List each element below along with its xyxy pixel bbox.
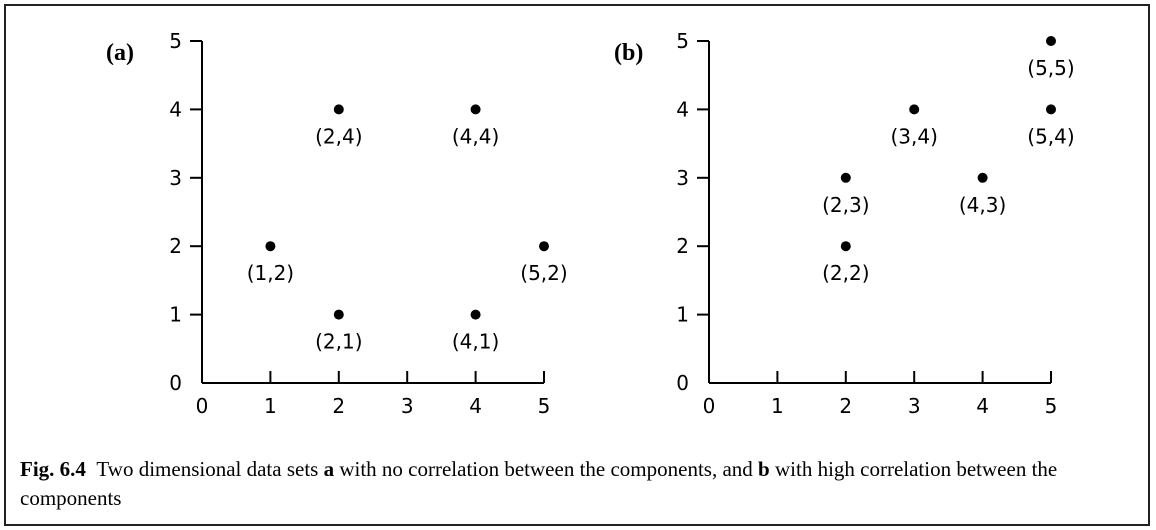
figure-caption: Fig. 6.4 Two dimensional data sets a wit…: [20, 455, 1146, 513]
panel-tag: (a): [106, 40, 134, 66]
data-point-label: (4,4): [452, 124, 499, 148]
x-tick-label: 4: [976, 394, 989, 418]
data-point: [333, 309, 344, 320]
x-tick-label: 5: [1045, 394, 1058, 418]
scatter-plot-b: (b) 0 1 2 3 4 5 0 1 2 3 4 5 (2,2) (2,3) (3,4) (4,3) (5,4)…: [614, 29, 1075, 418]
x-tick-label: 4: [469, 394, 482, 418]
data-point: [1046, 104, 1056, 115]
data-point-label: (5,2): [520, 261, 567, 285]
data-point-label: (5,4): [1027, 124, 1074, 148]
x-tick-label: 0: [703, 394, 716, 418]
caption-text-2: with no correlation between the componen…: [339, 457, 753, 481]
y-tick-label: 4: [676, 97, 689, 121]
x-tick-label: 1: [771, 394, 784, 418]
data-point-label: (3,4): [890, 124, 937, 148]
y-tick-label: 0: [676, 371, 689, 395]
x-tick-label: 5: [538, 394, 551, 418]
data-point: [840, 172, 851, 183]
y-tick-label: 3: [676, 166, 689, 190]
y-tick-label: 2: [676, 234, 689, 258]
figure-number: Fig. 6.4: [20, 457, 86, 481]
y-tick-label: 5: [676, 29, 689, 53]
scatter-plot-a: (a) 0 1 2 3 4 5 0 1 2 3 4 5 (1,2) (2,4) (2,1) (4,4) (4,1)…: [106, 29, 568, 418]
data-point: [470, 104, 481, 115]
x-tick-label: 3: [401, 394, 414, 418]
y-tick-label: 3: [169, 166, 182, 190]
data-point: [1046, 36, 1056, 46]
caption-text-1: Two dimensional data sets: [96, 457, 319, 481]
panel-tag: (b): [614, 40, 643, 66]
data-point: [333, 104, 344, 115]
x-tick-label: 2: [839, 394, 852, 418]
caption-text-3: with high correlation between the compon…: [20, 457, 1058, 510]
data-point-label: (2,3): [822, 193, 869, 217]
data-point: [909, 104, 920, 115]
data-point: [470, 309, 481, 320]
caption-bold-b: b: [758, 457, 770, 481]
data-point: [840, 241, 851, 252]
x-tick-label: 0: [196, 394, 209, 418]
data-point-label: (4,1): [452, 330, 499, 354]
data-point-label: (2,1): [315, 330, 362, 354]
y-tick-label: 4: [169, 97, 182, 121]
data-point: [539, 241, 549, 252]
figure-frame: (a) 0 1 2 3 4 5 0 1 2 3 4 5 (1,2) (2,4) (2,1) (4,4) (4,1)…: [4, 4, 1150, 526]
y-tick-label: 5: [169, 29, 182, 53]
data-point: [265, 241, 276, 252]
x-tick-label: 3: [908, 394, 921, 418]
data-point-label: (5,5): [1027, 56, 1074, 80]
x-tick-label: 2: [332, 394, 345, 418]
x-tick-label: 1: [264, 394, 277, 418]
data-point: [977, 172, 988, 183]
data-point-label: (2,2): [822, 261, 869, 285]
data-point-label: (4,3): [959, 193, 1006, 217]
y-tick-label: 1: [676, 303, 689, 327]
data-point-label: (1,2): [247, 261, 294, 285]
caption-bold-a: a: [323, 457, 335, 481]
y-tick-label: 1: [169, 303, 182, 327]
data-point-label: (2,4): [315, 124, 362, 148]
y-tick-label: 2: [169, 234, 182, 258]
y-tick-label: 0: [169, 371, 182, 395]
